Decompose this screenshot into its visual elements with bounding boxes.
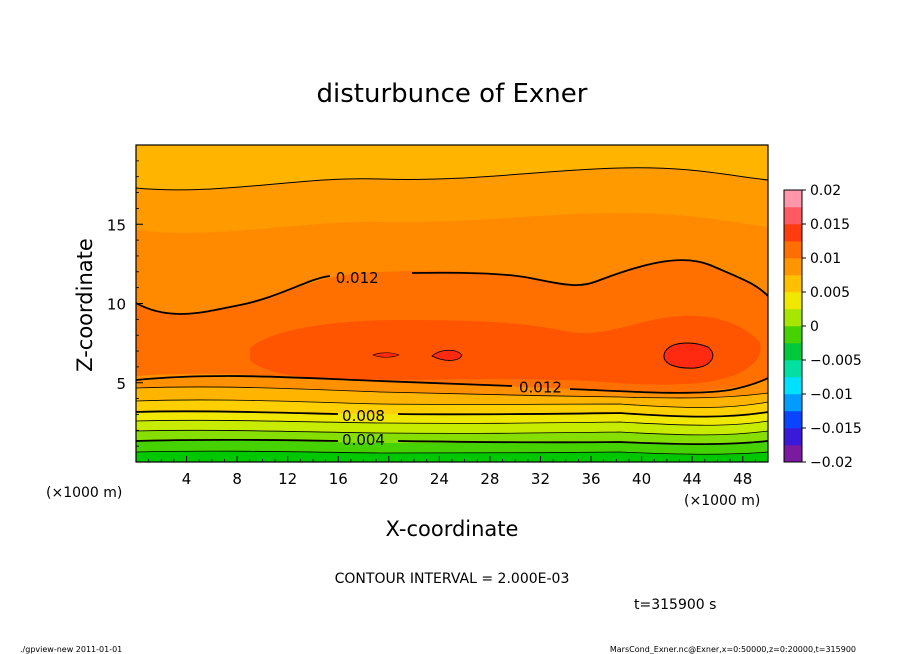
contour-interval-note: CONTOUR INTERVAL = 2.000E-03 (335, 571, 570, 587)
colorbar-swatch (784, 326, 802, 344)
contour-band-low-0000 (136, 451, 768, 462)
colorbar-tick-label: −0.015 (810, 421, 862, 437)
colorbar-swatch (784, 377, 802, 395)
colorbar-swatch (784, 360, 802, 378)
x-tick-label: 36 (581, 470, 600, 488)
y-tick-label: 15 (107, 216, 126, 234)
colorbar-tick-label: 0.005 (810, 285, 850, 301)
colorbar-swatch (784, 275, 802, 293)
x-tick-label: 28 (480, 470, 499, 488)
colorbar-swatch (784, 292, 802, 310)
contour-line-0009 (136, 399, 768, 408)
colorbar-tick-label: −0.005 (810, 353, 862, 369)
plot-area: 0.012 0.012 0.008 0.004 (135, 144, 769, 463)
footer-right: MarsCond_Exner.nc@Exner,x=0:50000,z=0:20… (610, 645, 856, 654)
y-axis-title: Z-coordinate (73, 238, 97, 372)
colorbar-tick-label: 0.02 (810, 183, 841, 199)
colorbar-swatch (784, 309, 802, 327)
colorbar-swatch (784, 258, 802, 276)
contour-line-0010 (136, 386, 768, 399)
x-tick-label: 48 (733, 470, 752, 488)
contour-label: 0.004 (342, 431, 385, 449)
colorbar: 0.02 0.015 0.01 0.005 0 −0.005 −0.01 −0.015 −0.0… (783, 183, 862, 471)
time-label: t=315900 s (634, 597, 716, 613)
colorbar-swatch (784, 445, 802, 463)
x-tick-label: 16 (329, 470, 348, 488)
colorbar-swatch (784, 207, 802, 225)
x-tick-label: 12 (278, 470, 297, 488)
colorbar-tick-label: −0.01 (810, 387, 853, 403)
contour-maximum-small (372, 352, 400, 358)
x-tick-label: 20 (379, 470, 398, 488)
x-axis-title: X-coordinate (386, 517, 519, 541)
colorbar-tick-label: 0.01 (810, 251, 841, 267)
x-unit-label: (×1000 m) (684, 493, 760, 509)
contour-line-0012-upper (136, 259, 768, 315)
y-axis: 5 10 15 (107, 160, 143, 447)
y-tick-label: 5 (116, 375, 126, 393)
contour-line-0006 (136, 419, 768, 426)
contour-label: 0.008 (342, 407, 385, 425)
colorbar-tick-label: 0.015 (810, 217, 850, 233)
contour-line-0012-lower (136, 375, 768, 394)
y-unit-label: (×1000 m) (46, 485, 122, 501)
contour-line-0014-upper (136, 167, 768, 191)
contour-line-0005 (136, 429, 768, 436)
x-tick-label: 44 (683, 470, 702, 488)
colorbar-tick-label: −0.02 (810, 455, 853, 471)
x-tick-label: 4 (182, 470, 192, 488)
contour-band-core (250, 315, 761, 385)
contour-line-0004 (136, 438, 768, 446)
contour-label: 0.012 (519, 379, 562, 397)
colorbar-swatch (784, 411, 802, 429)
contour-label: 0.012 (336, 269, 379, 287)
colorbar-swatch (784, 224, 802, 242)
y-tick-label: 10 (107, 296, 126, 314)
contour-line-0002 (136, 450, 768, 455)
colorbar-swatch (784, 343, 802, 361)
colorbar-tick-label: 0 (810, 319, 819, 335)
x-tick-label: 40 (632, 470, 651, 488)
colorbar-swatch (784, 190, 802, 208)
x-tick-label: 8 (232, 470, 242, 488)
colorbar-swatch (784, 428, 802, 446)
chart-title: disturbunce of Exner (317, 79, 588, 109)
x-tick-label: 24 (430, 470, 449, 488)
footer-left: ./gpview-new 2011-01-01 (20, 645, 122, 654)
x-tick-label: 32 (531, 470, 550, 488)
contour-maximum-west (431, 349, 463, 361)
x-axis: 4 8 12 16 20 24 28 32 36 40 44 48 (148, 456, 756, 488)
colorbar-swatch (784, 241, 802, 259)
contour-line-0008 (136, 410, 768, 418)
colorbar-swatch (784, 394, 802, 412)
contour-labels: 0.012 0.012 0.008 0.004 (336, 269, 562, 449)
contour-maximum-east (663, 342, 714, 369)
